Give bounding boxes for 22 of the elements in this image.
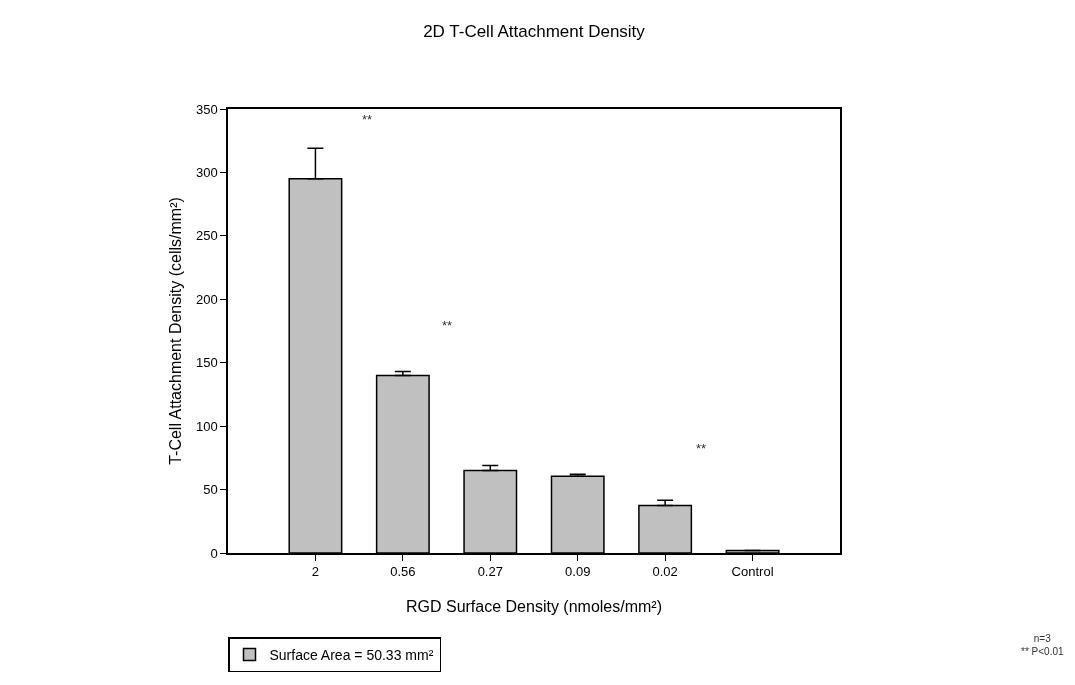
- y-tick-label: 50: [203, 482, 218, 498]
- y-axis-title: T-Cell Attachment Density (cells/mm²): [167, 197, 185, 465]
- y-tick-label: 0: [210, 545, 218, 561]
- text: n=3 ** P<0.01: [1021, 633, 1064, 657]
- annotation: **: [362, 112, 373, 127]
- x-tick-label: Control: [731, 564, 774, 580]
- y-tick-label: 200: [195, 291, 218, 307]
- legend-label: Surface Area = 50.33 mm²: [269, 646, 434, 663]
- y-tick-label: 350: [195, 101, 218, 117]
- x-tick-label: 2: [311, 564, 320, 580]
- chart-title: 2D T-Cell Attachment Density: [423, 21, 646, 41]
- y-tick-label: 150: [195, 355, 218, 371]
- x-tick-label: 0.02: [652, 564, 678, 580]
- y-tick-label: 250: [195, 228, 218, 244]
- x-axis-title: RGD Surface Density (nmoles/mm²): [405, 597, 663, 615]
- y-tick-label: 100: [195, 418, 218, 434]
- annotation: **: [442, 318, 453, 333]
- annotation: **: [696, 441, 707, 456]
- x-tick-label: 0.27: [477, 564, 503, 580]
- y-tick-label: 300: [195, 164, 218, 180]
- x-tick-label: 0.56: [390, 564, 416, 580]
- x-tick-label: 0.09: [565, 564, 591, 580]
